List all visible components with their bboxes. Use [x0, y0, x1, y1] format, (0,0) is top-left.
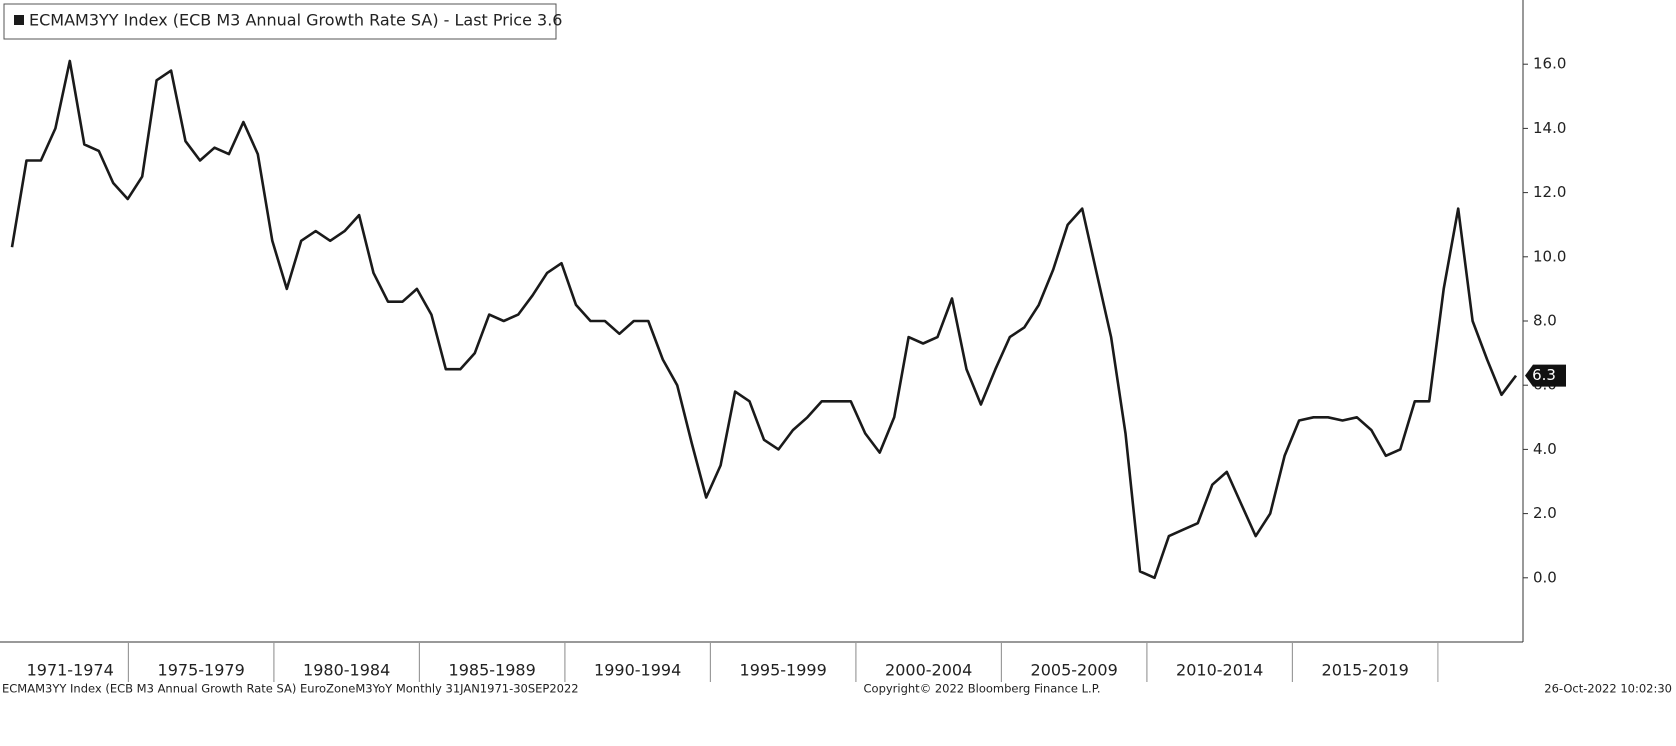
x-band-label: 1995-1999 [740, 661, 827, 680]
x-band-label: 1975-1979 [158, 661, 245, 680]
y-tick-label: 14.0 [1533, 119, 1566, 137]
footer-center: Copyright© 2022 Bloomberg Finance L.P. [864, 682, 1101, 696]
x-band-label: 1980-1984 [303, 661, 390, 680]
legend-box [3, 3, 557, 40]
legend-swatch [14, 15, 24, 25]
x-band-label: 2005-2009 [1031, 661, 1118, 680]
footer-left: ECMAM3YY Index (ECB M3 Annual Growth Rat… [2, 682, 579, 696]
y-tick-label: 8.0 [1533, 312, 1557, 330]
x-band-label: 2010-2014 [1176, 661, 1263, 680]
y-tick-label: 4.0 [1533, 440, 1557, 458]
x-band-label: 2015-2019 [1322, 661, 1409, 680]
y-tick-label: 16.0 [1533, 55, 1566, 73]
y-tick-label: 12.0 [1533, 183, 1566, 201]
series-line [10, 59, 1518, 580]
last-value-box [1525, 364, 1566, 387]
x-band-label: 1985-1989 [449, 661, 536, 680]
y-tick-label: 2.0 [1533, 504, 1557, 522]
legend-text: ECMAM3YY Index (ECB M3 Annual Growth Rat… [29, 11, 562, 30]
x-band-label: 1971-1974 [27, 661, 114, 680]
footer-right: 26-Oct-2022 10:02:30 [1544, 682, 1672, 696]
y-tick-label: 0.0 [1533, 568, 1557, 586]
x-band-label: 1990-1994 [594, 661, 681, 680]
y-tick-label: 10.0 [1533, 247, 1566, 265]
x-band-label: 2000-2004 [885, 661, 972, 680]
last-value-label: 6.3 [1532, 366, 1556, 384]
